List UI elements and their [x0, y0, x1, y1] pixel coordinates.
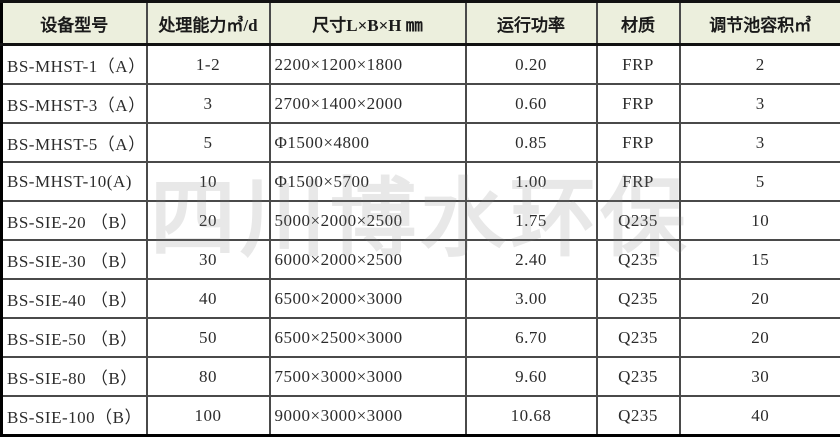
- cell-material: FRP: [597, 162, 680, 201]
- cell-power: 0.20: [466, 45, 597, 85]
- cell-tank-volume: 20: [680, 318, 840, 357]
- cell-material: Q235: [597, 240, 680, 279]
- header-tank-volume: 调节池容积㎥: [680, 2, 840, 45]
- cell-material: FRP: [597, 84, 680, 123]
- cell-model: BS-MHST-5（A）: [2, 123, 147, 162]
- cell-material: Q235: [597, 357, 680, 396]
- cell-power: 0.60: [466, 84, 597, 123]
- cell-tank-volume: 20: [680, 279, 840, 318]
- table-row: BS-MHST-3（A） 3 2700×1400×2000 0.60 FRP 3: [2, 84, 840, 123]
- header-power: 运行功率: [466, 2, 597, 45]
- table-row: BS-SIE-50 （B） 50 6500×2500×3000 6.70 Q23…: [2, 318, 840, 357]
- cell-capacity: 1-2: [147, 45, 270, 85]
- cell-dimensions: 7500×3000×3000: [270, 357, 466, 396]
- header-row: 设备型号 处理能力㎥/d 尺寸L×B×H ㎜ 运行功率 材质 调节池容积㎥: [2, 2, 840, 45]
- cell-capacity: 50: [147, 318, 270, 357]
- table-row: BS-SIE-100（B） 100 9000×3000×3000 10.68 Q…: [2, 396, 840, 436]
- header-capacity: 处理能力㎥/d: [147, 2, 270, 45]
- cell-model: BS-SIE-50 （B）: [2, 318, 147, 357]
- header-dimensions: 尺寸L×B×H ㎜: [270, 2, 466, 45]
- cell-dimensions: Φ1500×5700: [270, 162, 466, 201]
- cell-tank-volume: 3: [680, 123, 840, 162]
- cell-dimensions: 2200×1200×1800: [270, 45, 466, 85]
- cell-power: 2.40: [466, 240, 597, 279]
- table-row: BS-SIE-40 （B） 40 6500×2000×3000 3.00 Q23…: [2, 279, 840, 318]
- cell-power: 1.75: [466, 201, 597, 240]
- cell-capacity: 10: [147, 162, 270, 201]
- cell-material: FRP: [597, 45, 680, 85]
- cell-material: Q235: [597, 318, 680, 357]
- table-row: BS-SIE-30 （B） 30 6000×2000×2500 2.40 Q23…: [2, 240, 840, 279]
- cell-model: BS-SIE-40 （B）: [2, 279, 147, 318]
- cell-capacity: 100: [147, 396, 270, 436]
- equipment-spec-table-page: 四川博水环保 设备型号 处理能力㎥/d 尺寸L×B×H ㎜ 运行功率 材质 调节…: [0, 0, 840, 414]
- table-header: 设备型号 处理能力㎥/d 尺寸L×B×H ㎜ 运行功率 材质 调节池容积㎥: [2, 2, 840, 45]
- cell-model: BS-SIE-30 （B）: [2, 240, 147, 279]
- cell-power: 3.00: [466, 279, 597, 318]
- cell-dimensions: 5000×2000×2500: [270, 201, 466, 240]
- cell-capacity: 30: [147, 240, 270, 279]
- cell-power: 1.00: [466, 162, 597, 201]
- table-row: BS-MHST-5（A） 5 Φ1500×4800 0.85 FRP 3: [2, 123, 840, 162]
- table-body: BS-MHST-1（A） 1-2 2200×1200×1800 0.20 FRP…: [2, 45, 840, 436]
- cell-capacity: 5: [147, 123, 270, 162]
- cell-dimensions: 6500×2000×3000: [270, 279, 466, 318]
- cell-dimensions: 9000×3000×3000: [270, 396, 466, 436]
- cell-material: Q235: [597, 279, 680, 318]
- cell-tank-volume: 2: [680, 45, 840, 85]
- cell-dimensions: 6500×2500×3000: [270, 318, 466, 357]
- cell-capacity: 80: [147, 357, 270, 396]
- cell-model: BS-MHST-3（A）: [2, 84, 147, 123]
- cell-model: BS-MHST-1（A）: [2, 45, 147, 85]
- cell-tank-volume: 3: [680, 84, 840, 123]
- cell-material: Q235: [597, 201, 680, 240]
- cell-model: BS-SIE-20 （B）: [2, 201, 147, 240]
- cell-dimensions: 6000×2000×2500: [270, 240, 466, 279]
- table-row: BS-SIE-20 （B） 20 5000×2000×2500 1.75 Q23…: [2, 201, 840, 240]
- cell-tank-volume: 5: [680, 162, 840, 201]
- cell-model: BS-SIE-100（B）: [2, 396, 147, 436]
- cell-power: 6.70: [466, 318, 597, 357]
- table-row: BS-MHST-1（A） 1-2 2200×1200×1800 0.20 FRP…: [2, 45, 840, 85]
- cell-capacity: 20: [147, 201, 270, 240]
- cell-model: BS-SIE-80 （B）: [2, 357, 147, 396]
- cell-material: FRP: [597, 123, 680, 162]
- table-row: BS-SIE-80 （B） 80 7500×3000×3000 9.60 Q23…: [2, 357, 840, 396]
- cell-tank-volume: 30: [680, 357, 840, 396]
- cell-capacity: 3: [147, 84, 270, 123]
- cell-tank-volume: 10: [680, 201, 840, 240]
- cell-dimensions: Φ1500×4800: [270, 123, 466, 162]
- cell-power: 9.60: [466, 357, 597, 396]
- cell-dimensions: 2700×1400×2000: [270, 84, 466, 123]
- cell-model: BS-MHST-10(A): [2, 162, 147, 201]
- header-model: 设备型号: [2, 2, 147, 45]
- header-material: 材质: [597, 2, 680, 45]
- table-row: BS-MHST-10(A) 10 Φ1500×5700 1.00 FRP 5: [2, 162, 840, 201]
- cell-tank-volume: 40: [680, 396, 840, 436]
- cell-material: Q235: [597, 396, 680, 436]
- cell-capacity: 40: [147, 279, 270, 318]
- cell-power: 0.85: [466, 123, 597, 162]
- cell-power: 10.68: [466, 396, 597, 436]
- cell-tank-volume: 15: [680, 240, 840, 279]
